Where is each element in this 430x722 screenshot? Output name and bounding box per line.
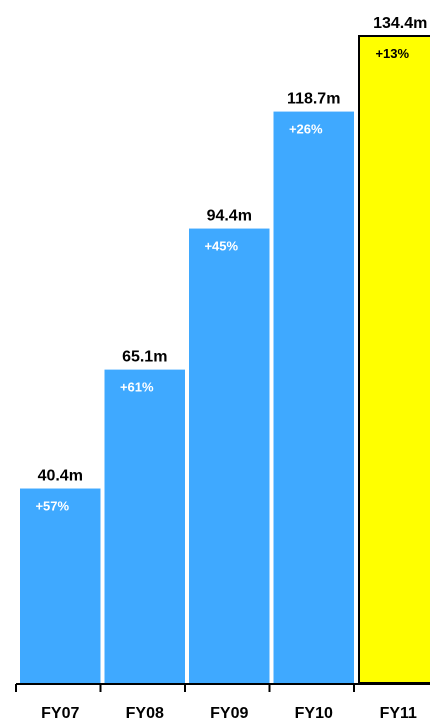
bar-fy08 [104, 369, 185, 683]
x-tick-label-fy08: FY08 [126, 705, 164, 722]
growth-label-fy09: +45% [204, 239, 238, 254]
x-tick-label-fy09: FY09 [210, 705, 248, 722]
bar-fy11 [358, 35, 430, 684]
x-axis-ticks [15, 684, 355, 692]
x-tick-label-fy11: FY11 [380, 705, 417, 722]
growth-label-fy10: +26% [289, 122, 323, 137]
bar-fy07 [20, 488, 101, 683]
value-label-fy08: 65.1m [122, 349, 167, 366]
value-label-fy10: 118.7m [287, 91, 340, 108]
labels-layer: 40.4m +57% FY07 65.1m +61% FY08 94.4m +45% FY09 1… [35, 15, 427, 722]
bar-fy09 [189, 228, 270, 684]
value-label-fy07: 40.4m [38, 468, 83, 485]
x-tick-label-fy10: FY10 [295, 705, 333, 722]
bar-fy10 [273, 111, 354, 684]
growth-label-fy07: +57% [35, 499, 69, 514]
x-tick-label-fy07: FY07 [41, 705, 79, 722]
value-label-fy11: 134.4m [373, 15, 427, 32]
growth-label-fy11: +13% [375, 46, 409, 61]
growth-label-fy08: +61% [120, 380, 154, 395]
bars-layer [20, 35, 430, 684]
value-label-fy09: 94.4m [207, 208, 252, 225]
